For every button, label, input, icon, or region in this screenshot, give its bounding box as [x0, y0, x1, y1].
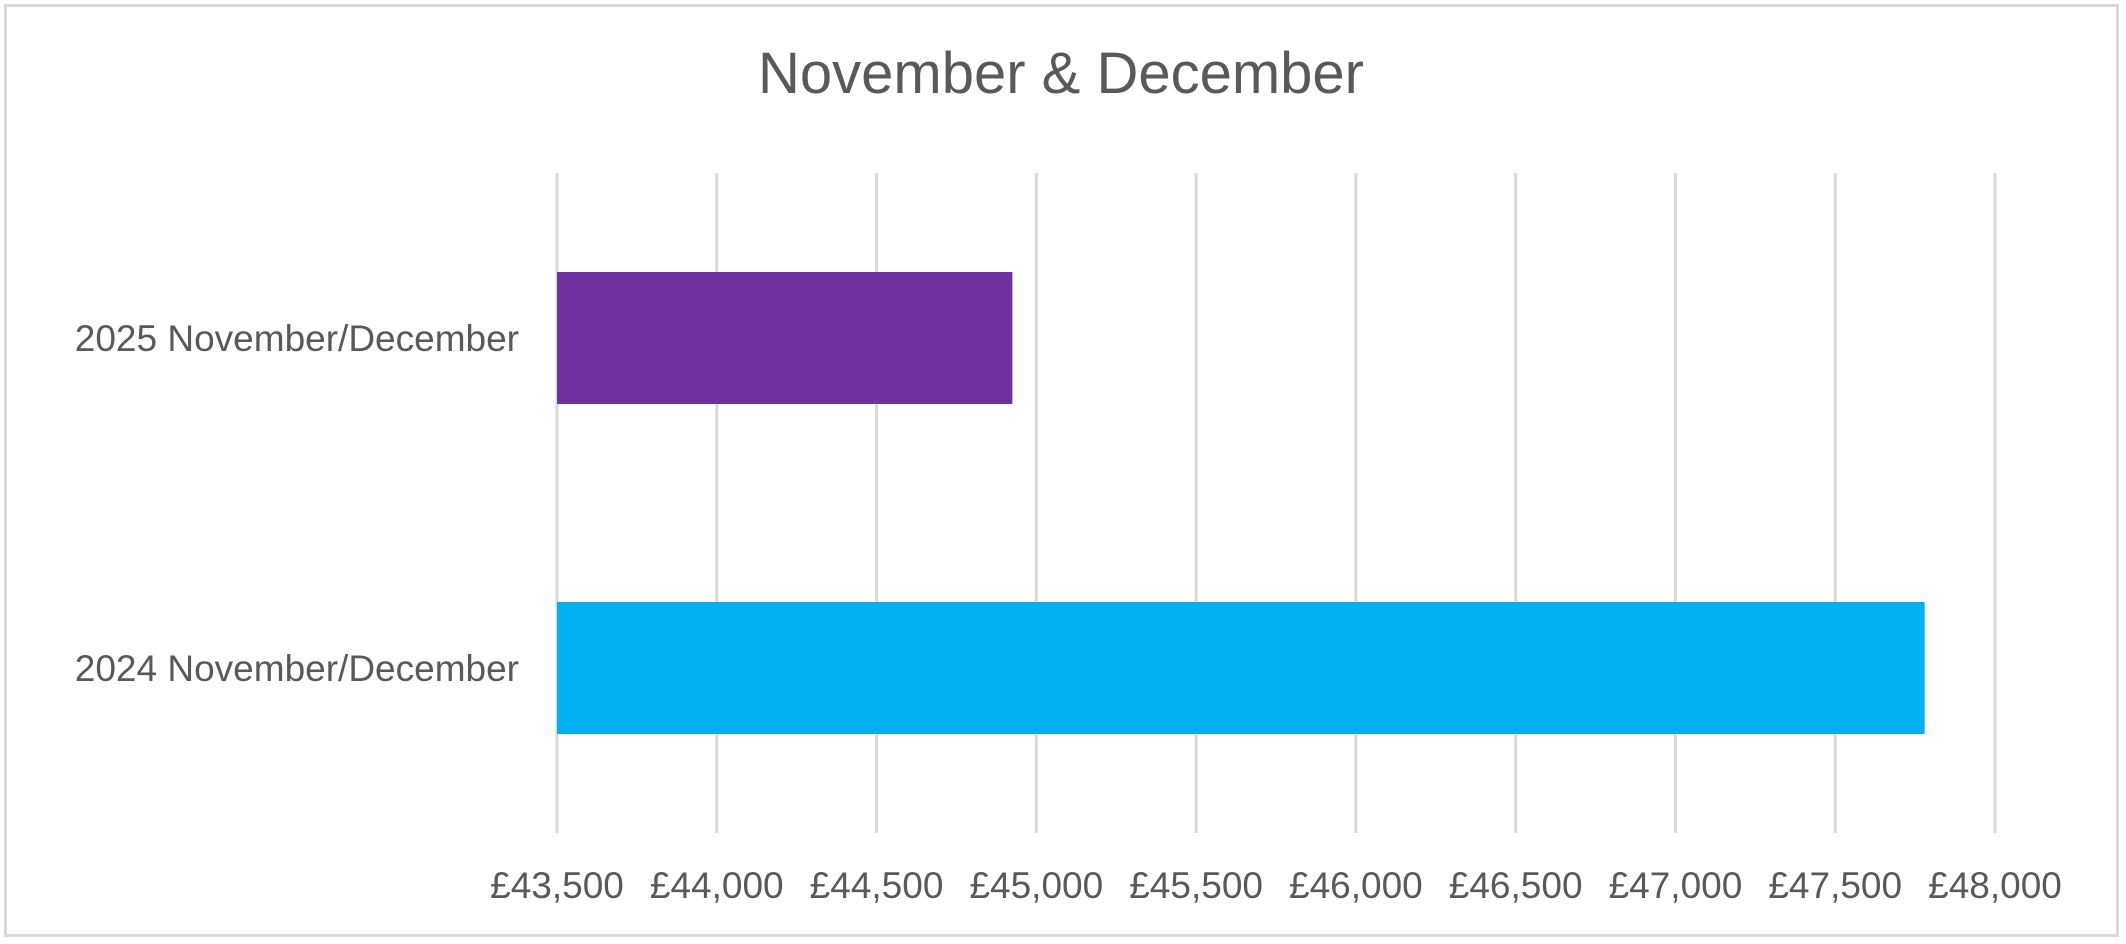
- x-tick-label: £47,000: [1609, 865, 1743, 906]
- x-tick-label: £44,500: [810, 865, 944, 906]
- bar: [557, 602, 1925, 734]
- x-axis-tick-labels: £43,500 £44,000 £44,500 £45,000 £45,500 £46,0…: [490, 865, 2062, 906]
- x-tick-label: £44,000: [650, 865, 784, 906]
- chart-frame: [4, 4, 2119, 937]
- category-labels: 2025 November/December 2024 November/Dece…: [75, 318, 519, 689]
- x-tick-label: £46,500: [1449, 865, 1583, 906]
- bar: [557, 272, 1013, 404]
- category-label: 2024 November/December: [75, 648, 519, 689]
- category-label: 2025 November/December: [75, 318, 519, 359]
- x-tick-label: £48,000: [1928, 865, 2062, 906]
- chart-title: November & December: [758, 41, 1364, 106]
- x-tick-label: £45,500: [1129, 865, 1263, 906]
- x-tick-label: £47,500: [1768, 865, 1902, 906]
- x-tick-label: £45,000: [969, 865, 1103, 906]
- x-tick-label: £46,000: [1289, 865, 1423, 906]
- x-tick-label: £43,500: [490, 865, 624, 906]
- bars: [557, 272, 1925, 734]
